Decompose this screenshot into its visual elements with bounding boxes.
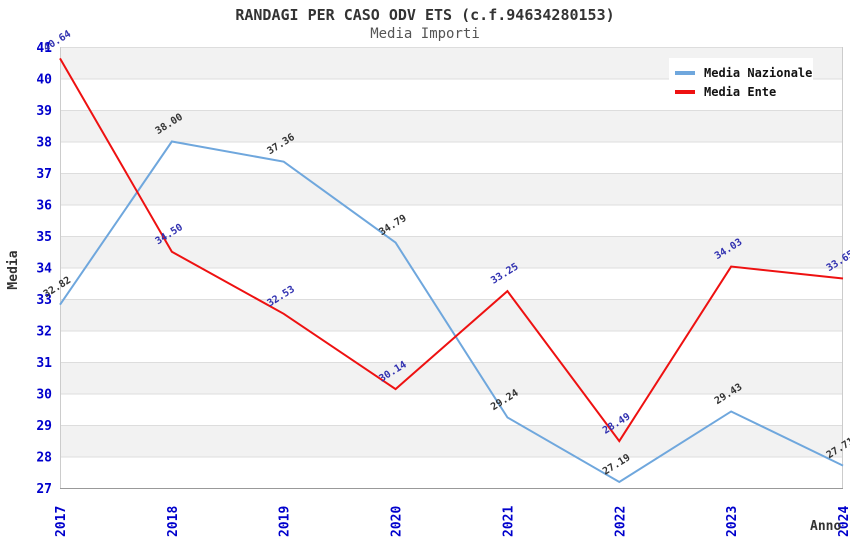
x-tick-label: 2024 [837,506,850,537]
y-tick-label: 34 [36,262,52,277]
chart-subtitle: Media Importi [370,26,480,42]
legend-item-media-ente: Media Ente [675,82,807,101]
grid-band [60,173,843,205]
series-line-media-ente [59,57,844,443]
data-point-label-media-nazionale: 32.82 [42,275,73,300]
y-tick-label: 35 [36,230,52,245]
x-tick-label: 2021 [501,506,516,537]
x-tick-label: 2020 [390,506,405,537]
y-tick-label: 30 [36,388,52,403]
y-tick-label: 37 [36,167,52,182]
grid-band [60,425,843,457]
y-tick-label: 32 [36,325,52,340]
legend-swatch-nazionale-icon [675,70,695,75]
y-tick-label: 40 [36,73,52,88]
grid-band [60,299,843,331]
legend-swatch-ente-icon [675,89,695,94]
grid-band [60,362,843,394]
series-line-media-nazionale [59,140,844,484]
data-point-label-media-nazionale: 34.79 [377,213,408,238]
y-tick-label: 39 [36,104,52,119]
y-tick-label: 31 [36,356,52,371]
grid-band [60,110,843,142]
legend-label-ente: Media Ente [704,84,777,99]
y-tick-label: 27 [36,482,52,497]
y-tick-label: 36 [36,199,52,214]
x-tick-label: 2017 [54,506,69,537]
x-tick-label: 2022 [613,506,628,537]
y-tick-label: 29 [36,419,52,434]
legend-label-nazionale: Media Nazionale [704,65,813,80]
x-tick-label: 2018 [166,506,181,537]
legend: Media Nazionale Media Ente [669,58,813,107]
x-axis-title: Anno [810,519,842,534]
y-tick-label: 38 [36,136,52,151]
legend-item-media-nazionale: Media Nazionale [675,63,812,82]
chart-title: RANDAGI PER CASO ODV ETS (c.f.9463428015… [235,6,615,24]
x-tick-label: 2019 [278,506,293,537]
y-tick-label: 33 [36,293,52,308]
y-tick-label: 28 [36,451,52,466]
y-tick-label: 41 [36,41,52,56]
y-axis-title: Media [6,250,21,290]
x-tick-label: 2023 [725,506,740,537]
